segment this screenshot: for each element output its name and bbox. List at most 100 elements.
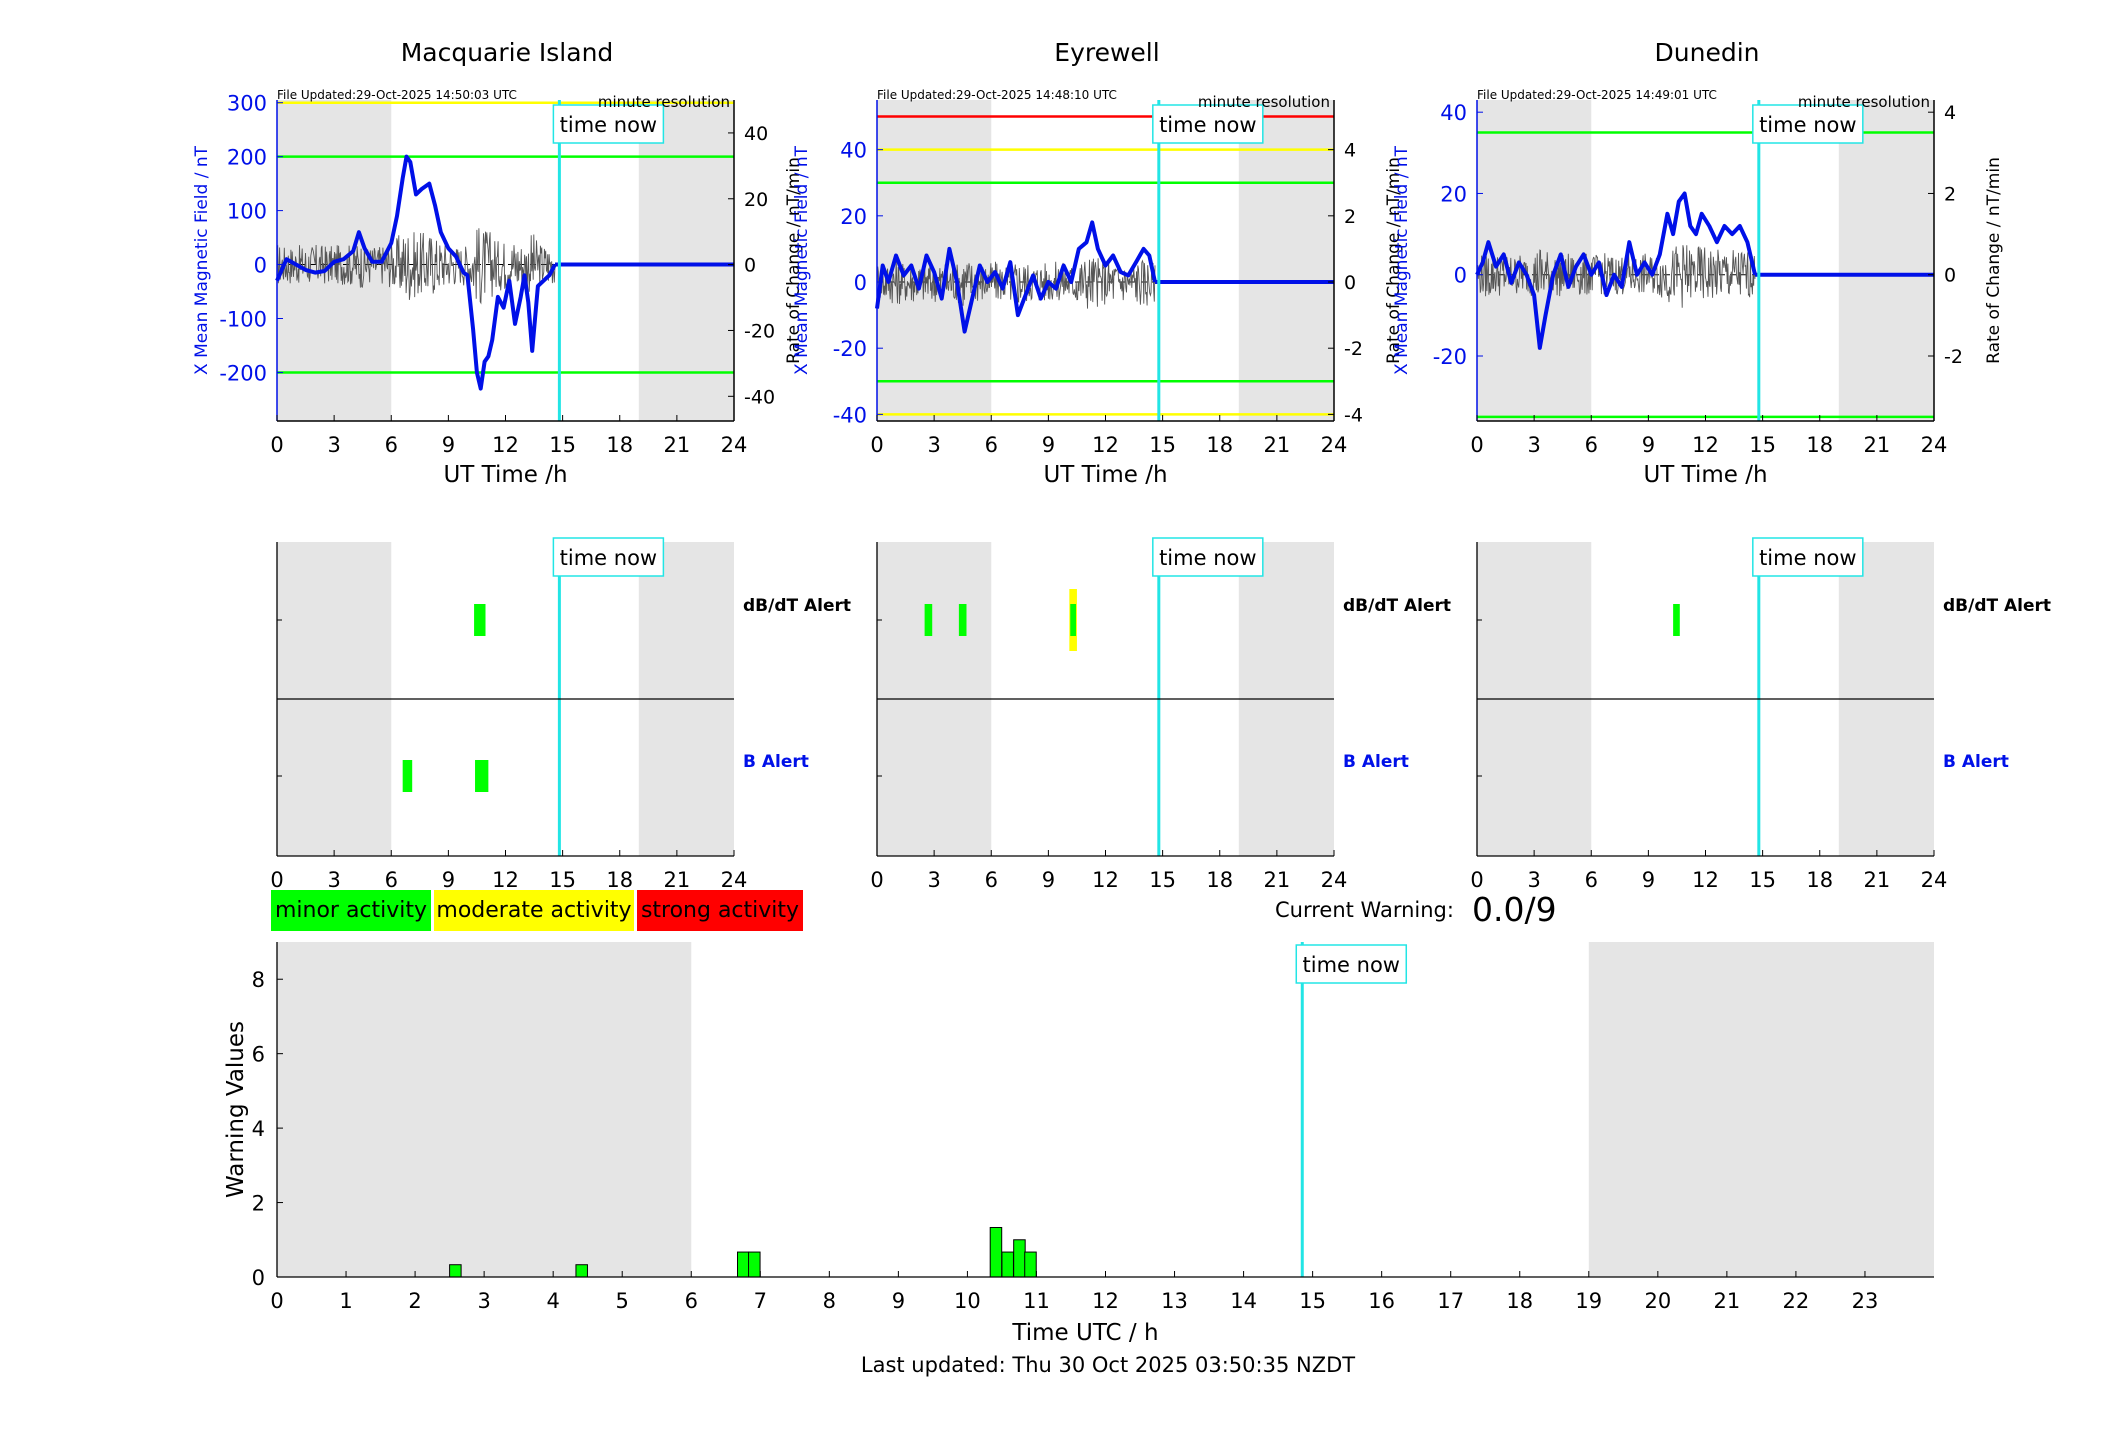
right-tick-label: -2 — [1944, 346, 1963, 368]
warning-x-tick-label: 21 — [1714, 1289, 1741, 1313]
alert-x-tick-label: 24 — [721, 868, 748, 892]
station-title-dunedin: Dunedin — [1654, 38, 1760, 67]
x-tick-label: 24 — [1321, 433, 1348, 457]
dbdt-alert-bar — [1070, 604, 1076, 636]
warning-x-tick-label: 20 — [1644, 1289, 1671, 1313]
alert-time-now-label: time now — [1759, 546, 1856, 570]
y2-axis-label: Rate of Change / nT/min — [1384, 157, 1404, 364]
alert-x-tick-label: 15 — [549, 868, 576, 892]
station-title-eyrewell: Eyrewell — [1054, 38, 1160, 67]
x-tick-label: 6 — [1585, 433, 1598, 457]
alert-x-tick-label: 12 — [492, 868, 519, 892]
warning-time-now-box — [1295, 944, 1408, 984]
left-tick-label: 300 — [227, 92, 267, 116]
warning-x-tick-label: 8 — [823, 1289, 836, 1313]
warning-x-tick-label: 1 — [339, 1289, 352, 1313]
resolution-label: minute resolution — [598, 93, 730, 111]
alert-time-now-label: time now — [1159, 546, 1256, 570]
warning-time-now-label: time now — [1303, 953, 1400, 977]
right-tick-label: 0 — [1944, 265, 1956, 287]
x-tick-label: 3 — [1527, 433, 1540, 457]
b-alert-bar — [475, 760, 489, 792]
warning-x-tick-label: 2 — [408, 1289, 421, 1313]
x-tick-label: 24 — [1921, 433, 1948, 457]
warning-bar — [449, 1264, 462, 1278]
x-tick-label: 9 — [1042, 433, 1055, 457]
dbdt-alert-label: dB/dT Alert — [1343, 596, 1451, 616]
x-tick-label: 15 — [1749, 433, 1776, 457]
x-tick-label: 3 — [327, 433, 340, 457]
b-alert-bar — [402, 760, 413, 792]
warning-x-tick-label: 10 — [954, 1289, 981, 1313]
alert-x-tick-label: 9 — [1642, 868, 1655, 892]
alert-x-tick-label: 24 — [1921, 868, 1948, 892]
dbdt-alert-bar — [924, 604, 933, 636]
x-tick-label: 15 — [549, 433, 576, 457]
warning-x-tick-label: 0 — [270, 1289, 283, 1313]
x-tick-label: 12 — [1692, 433, 1719, 457]
alert-x-tick-label: 21 — [664, 868, 691, 892]
alert-x-tick-label: 12 — [1692, 868, 1719, 892]
alert-x-tick-label: 0 — [270, 868, 283, 892]
warning-y-tick-label: 6 — [252, 1043, 265, 1067]
alert-x-tick-label: 9 — [1042, 868, 1055, 892]
warning-y-axis-label: Warning Values — [223, 1021, 249, 1198]
alert-x-tick-label: 3 — [927, 868, 940, 892]
left-tick-label: 20 — [1440, 182, 1467, 206]
alert-time-now-label: time now — [560, 546, 657, 570]
dbdt-alert-label: dB/dT Alert — [1943, 596, 2051, 616]
alert-x-tick-label: 15 — [1749, 868, 1776, 892]
alert-x-tick-label: 15 — [1149, 868, 1176, 892]
field-series-line — [275, 154, 557, 391]
warning-x-tick-label: 13 — [1161, 1289, 1188, 1313]
x-tick-label: 6 — [385, 433, 398, 457]
alert-x-tick-label: 9 — [442, 868, 455, 892]
b-alert-label: B Alert — [1943, 752, 2009, 772]
alert-x-tick-label: 12 — [1092, 868, 1119, 892]
alert-time-now-box — [1152, 537, 1264, 577]
alert-x-tick-label: 0 — [1470, 868, 1483, 892]
warning-night-shade-1 — [1588, 942, 1934, 1277]
alert-x-tick-label: 18 — [606, 868, 633, 892]
right-tick-label: 4 — [1344, 140, 1356, 162]
warning-x-tick-label: 12 — [1092, 1289, 1119, 1313]
alert-panel-dunedin: time now 0 3 6 9 12 15 18 21 24 dB/dT Alert B Alert — [1470, 537, 2051, 892]
time-now-box — [1752, 104, 1864, 144]
right-tick-label: 20 — [744, 189, 768, 211]
left-tick-label: 200 — [227, 146, 267, 170]
warning-x-tick-label: 19 — [1575, 1289, 1602, 1313]
warning-x-tick-label: 7 — [754, 1289, 767, 1313]
y-axis-label: X Mean Magnetic Field / nT — [1392, 145, 1412, 375]
x-axis-label: UT Time /h — [443, 462, 567, 488]
x-tick-label: 21 — [1864, 433, 1891, 457]
resolution-label: minute resolution — [1798, 93, 1930, 111]
y-axis-label: X Mean Magnetic Field / nT — [792, 145, 812, 375]
file-updated-label: File Updated:29-Oct-2025 14:50:03 UTC — [277, 88, 517, 102]
time-now-label: time now — [1159, 113, 1256, 137]
alert-x-tick-label: 18 — [1806, 868, 1833, 892]
y-axis-label: X Mean Magnetic Field / nT — [192, 145, 212, 375]
warning-x-axis-label: Time UTC / h — [1011, 1320, 1158, 1346]
left-tick-label: 0 — [854, 271, 867, 295]
x-tick-label: 15 — [1149, 433, 1176, 457]
x-tick-label: 21 — [664, 433, 691, 457]
right-tick-label: 4 — [1944, 102, 1956, 124]
time-now-label: time now — [1759, 113, 1856, 137]
warning-x-tick-label: 6 — [685, 1289, 698, 1313]
right-tick-label: -40 — [744, 386, 775, 408]
right-tick-label: 0 — [1344, 272, 1356, 294]
right-tick-label: 40 — [744, 123, 768, 145]
warning-x-tick-label: 18 — [1506, 1289, 1533, 1313]
b-alert-label: B Alert — [1343, 752, 1409, 772]
x-tick-label: 3 — [927, 433, 940, 457]
field-series-line — [1475, 191, 1757, 350]
y2-axis-label: Rate of Change / nT/min — [784, 157, 804, 364]
alert-x-tick-label: 24 — [1321, 868, 1348, 892]
legend-minor-activity: minor activity — [271, 890, 431, 931]
warning-x-tick-label: 4 — [546, 1289, 559, 1313]
alert-x-tick-label: 6 — [1585, 868, 1598, 892]
warning-x-tick-label: 22 — [1783, 1289, 1810, 1313]
x-tick-label: 9 — [442, 433, 455, 457]
